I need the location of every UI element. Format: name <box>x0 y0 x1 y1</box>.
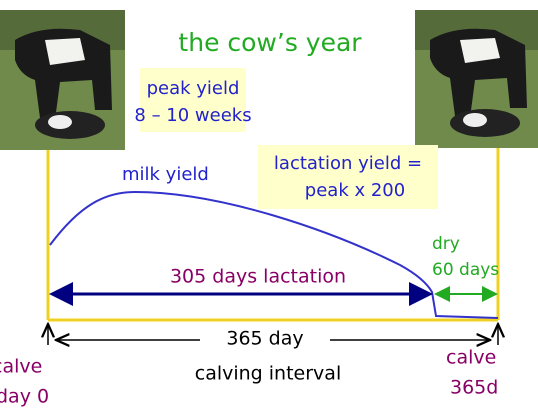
title: the cow’s year <box>178 28 362 57</box>
dry-label: dry <box>432 234 460 254</box>
start-label: calve <box>0 356 42 378</box>
start-label: day 0 <box>0 386 49 408</box>
peak-text: 8 – 10 weeks <box>134 105 251 126</box>
milk-curve <box>50 192 498 318</box>
photo-left <box>0 10 125 150</box>
lactation-text: peak x 200 <box>305 180 405 201</box>
end-label: calve <box>446 347 496 369</box>
interval-label: 365 day <box>226 328 303 350</box>
peak-text: peak yield <box>147 78 240 99</box>
photo-right <box>415 10 538 148</box>
end-label: 365d <box>450 377 498 399</box>
lactation-text: lactation yield = <box>274 153 422 174</box>
curve-label: milk yield <box>122 164 209 185</box>
lactation-label: 305 days lactation <box>170 266 346 288</box>
slide: the cow’s year peak yield 8 – 10 weeks l… <box>0 0 538 410</box>
interval-label: calving interval <box>195 363 341 385</box>
dry-label: 60 days <box>432 260 499 280</box>
